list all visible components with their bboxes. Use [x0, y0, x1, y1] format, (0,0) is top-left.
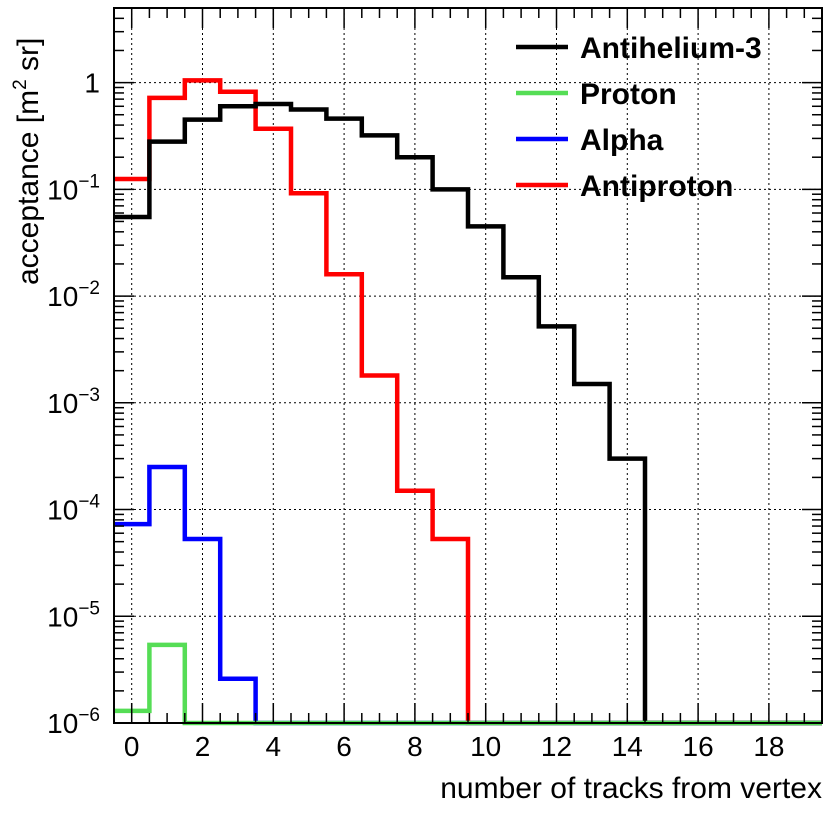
- y-tick-label-exponent: −1: [78, 171, 100, 192]
- y-tick-label: 1: [84, 68, 100, 99]
- y-tick-label-base: 10: [47, 281, 78, 312]
- x-tick-label: 2: [195, 731, 211, 762]
- y-axis-title-main: acceptance [m: [12, 90, 45, 285]
- x-tick-label: 16: [683, 731, 714, 762]
- y-tick-label-base: 10: [47, 174, 78, 205]
- y-tick-label: 10−4: [47, 492, 100, 526]
- y-tick-label-base: 10: [47, 388, 78, 419]
- legend-label-alpha: Alpha: [580, 124, 664, 157]
- legend-label-proton: Proton: [580, 78, 677, 111]
- y-tick-label-base: 10: [47, 495, 78, 526]
- y-axis-title-superscript: 2: [10, 79, 31, 90]
- y-axis-title-tail: sr]: [12, 38, 45, 80]
- y-tick-label: 10−3: [47, 385, 100, 419]
- x-tick-label: 10: [470, 731, 501, 762]
- y-tick-label-base: 10: [47, 708, 78, 739]
- x-axis-title: number of tracks from vertex: [440, 772, 822, 805]
- y-tick-label-base: 1: [84, 68, 100, 99]
- series-line-antihelium-3: [114, 101, 822, 726]
- legend-label-antihelium-3: Antihelium-3: [580, 32, 762, 65]
- y-tick-label: 10−1: [47, 171, 100, 205]
- legend: Antihelium-3 Proton Alpha Antiproton: [516, 32, 762, 203]
- x-tick-label: 18: [753, 731, 784, 762]
- y-tick-label-base: 10: [47, 601, 78, 632]
- y-tick-label-exponent: −3: [78, 385, 100, 406]
- y-tick-label-exponent: −6: [78, 705, 100, 726]
- x-tick-label: 8: [407, 731, 423, 762]
- y-tick-label-exponent: −5: [78, 598, 100, 619]
- y-axis-title: acceptance [m2 sr]: [10, 38, 45, 285]
- y-tick-label-exponent: −2: [78, 278, 100, 299]
- y-tick-label-exponent: −4: [78, 492, 100, 513]
- x-tick-label: 6: [336, 731, 352, 762]
- axis-ticks: [113, 7, 823, 724]
- y-tick-label: 10−2: [47, 278, 100, 312]
- y-tick-label: 10−5: [47, 598, 100, 632]
- y-tick-label: 10−6: [47, 705, 100, 739]
- x-tick-label: 12: [541, 731, 572, 762]
- x-tick-label: 4: [266, 731, 282, 762]
- x-tick-label: 14: [612, 731, 643, 762]
- legend-label-antiproton: Antiproton: [580, 170, 733, 203]
- x-tick-label: 0: [124, 731, 140, 762]
